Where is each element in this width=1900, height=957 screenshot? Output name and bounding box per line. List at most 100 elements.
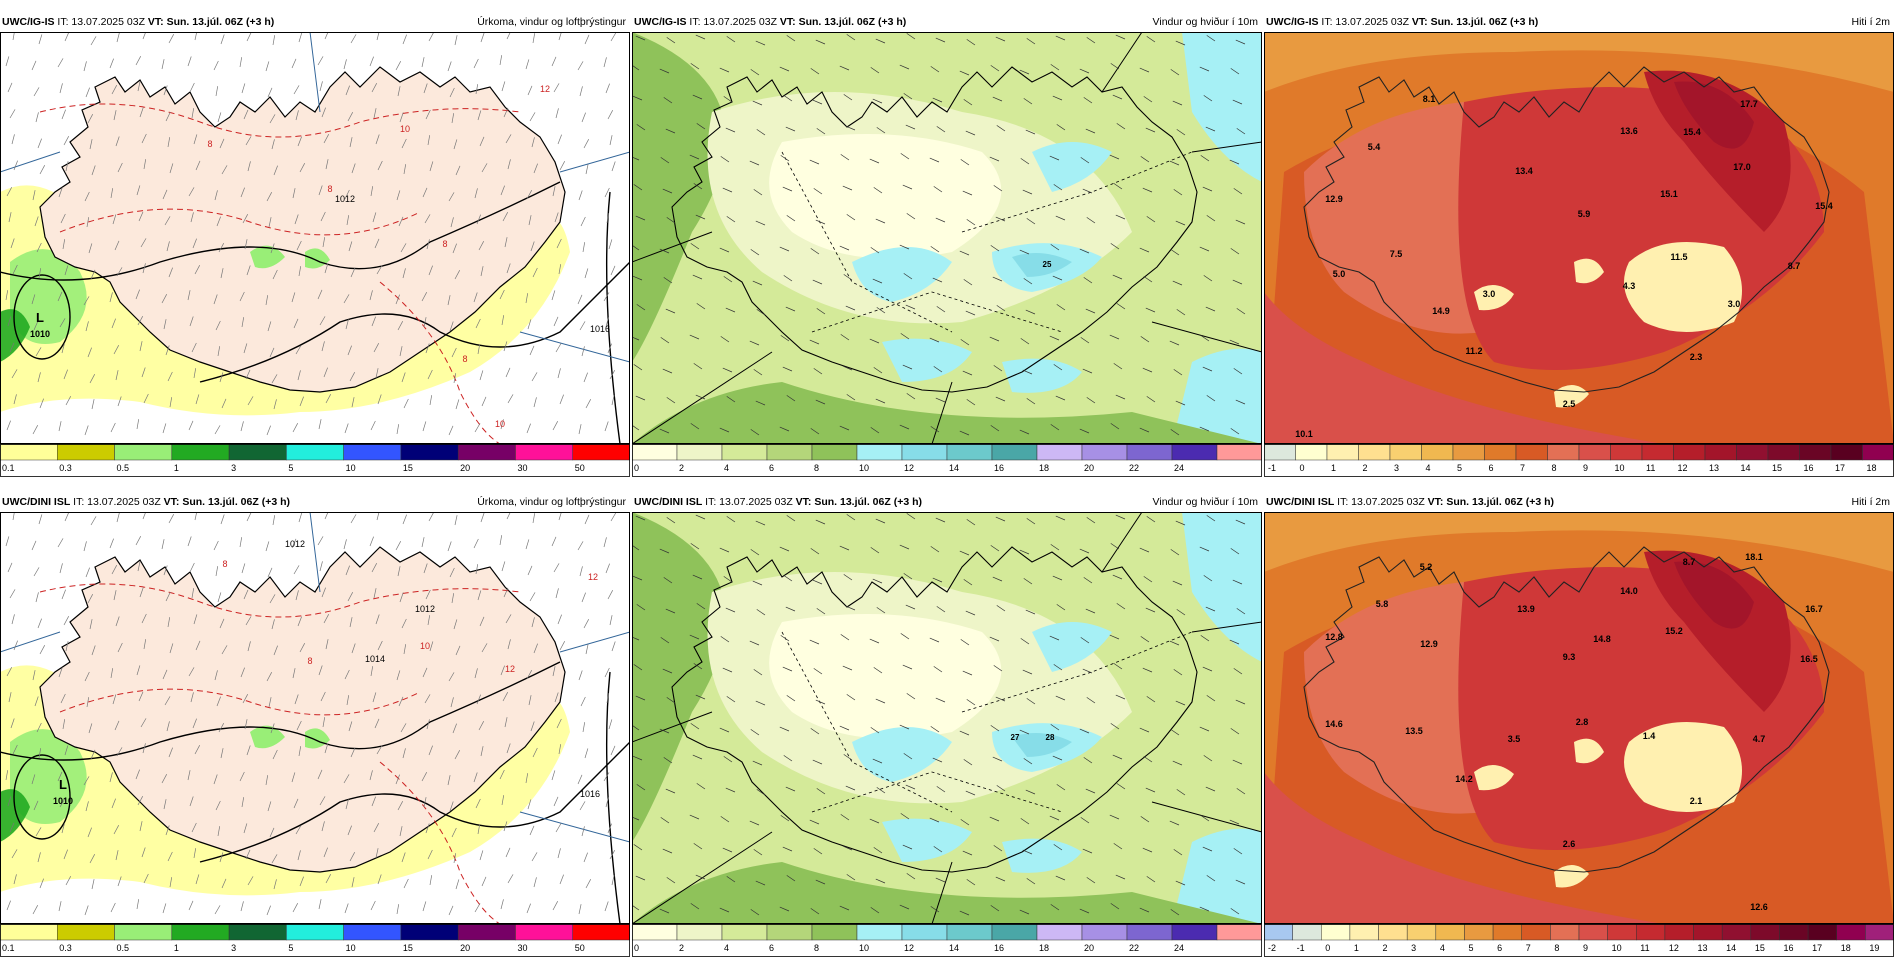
wind-arrow: [935, 517, 946, 523]
wind-arrow: [1053, 364, 1063, 371]
wind-arrow: [906, 693, 916, 700]
wind-arrow: [554, 692, 559, 703]
wind-arrow: [812, 759, 823, 765]
wind-arrow: [33, 320, 39, 331]
wind-arrow: [83, 296, 90, 306]
wind-arrow: [143, 639, 147, 650]
colorbar: 0.1 0.3 0.5 1 3 5 10 15 20 30 50: [0, 444, 630, 477]
wind-arrow: [610, 512, 617, 522]
wind-arrow: [268, 217, 272, 228]
wind-arrow: [373, 823, 380, 833]
wind-arrow: [1085, 788, 1096, 794]
wind-arrow: [632, 755, 643, 761]
colorbar-swatch: [114, 924, 173, 941]
map-area: 25: [632, 32, 1262, 444]
wind-arrow: [1052, 95, 1063, 101]
wind-arrow: [194, 32, 198, 41]
wind-arrow: [109, 538, 114, 549]
wind-arrow: [91, 165, 96, 176]
wind-arrow: [5, 770, 9, 781]
wind-arrow: [1205, 786, 1216, 792]
wind-arrow: [298, 266, 302, 277]
map-label: 16.5: [1800, 654, 1818, 664]
wind-arrow: [581, 346, 585, 357]
wind-arrow: [213, 294, 218, 305]
wind-arrow: [33, 87, 40, 97]
wind-arrow: [1146, 696, 1156, 703]
wind-arrow: [117, 162, 123, 173]
wind-arrow: [64, 512, 70, 522]
colorbar-swatch: [1750, 924, 1780, 941]
wind-arrow: [161, 539, 165, 550]
colorbar-label: 9: [1583, 463, 1588, 473]
wind-arrow: [474, 188, 478, 199]
wind-arrow: [1199, 426, 1210, 432]
wind-arrow: [1169, 340, 1180, 346]
wind-arrow: [610, 745, 616, 756]
wind-arrow: [932, 97, 943, 103]
wind-arrow: [692, 274, 703, 280]
colorbar-swatch: [991, 924, 1038, 941]
wind-arrow: [815, 219, 826, 225]
valid-time: VT: Sun. 13.júl. 06Z (+3 h): [779, 16, 907, 28]
wind-arrow: [872, 758, 883, 764]
colorbar-swatch: [901, 924, 948, 941]
wind-arrow: [507, 639, 511, 650]
wind-arrow: [474, 668, 478, 679]
wind-arrow: [9, 822, 15, 833]
map-frame: [632, 32, 1262, 444]
wind-arrow: [214, 190, 218, 201]
iceland-outline: [1303, 546, 1830, 873]
colorbar-swatch: [1799, 444, 1832, 461]
wind-arrow: [299, 163, 306, 173]
wind-arrow: [1026, 878, 1036, 885]
wind-arrow: [1109, 634, 1120, 640]
wind-arrow: [239, 291, 245, 302]
wind-arrow: [5, 290, 9, 301]
colorbar-label: 17: [1835, 463, 1845, 473]
wind-arrow: [936, 126, 946, 133]
wind-arrow: [33, 800, 39, 811]
wind-arrow: [663, 97, 673, 104]
wind-arrow: [933, 366, 943, 373]
wind-arrow: [343, 294, 350, 304]
wind-arrow: [996, 605, 1006, 612]
iceland-outline: [671, 546, 1198, 873]
wind-arrow: [965, 130, 976, 136]
map-label: 5.4: [1368, 142, 1381, 152]
wind-arrow: [930, 66, 940, 73]
wind-arrow: [292, 423, 299, 433]
wind-arrow: [1170, 729, 1180, 736]
wind-arrow: [343, 539, 347, 550]
wind-arrow: [1112, 274, 1123, 280]
wind-arrow: [663, 277, 673, 284]
map-frame: [1264, 512, 1894, 924]
wind-arrow: [577, 774, 583, 785]
wind-arrow: [373, 108, 377, 119]
wind-arrow: [191, 342, 197, 353]
wind-arrow: [8, 692, 12, 703]
wind-arrow: [396, 670, 401, 681]
wind-arrow: [401, 618, 407, 629]
wind-arrow: [749, 640, 760, 646]
wind-arrow: [609, 370, 616, 380]
wind-arrow: [481, 643, 488, 653]
colorbar-label: 50: [575, 463, 585, 473]
wind-arrow: [809, 639, 820, 645]
wind-arrow: [424, 214, 431, 224]
wind-arrow: [271, 619, 275, 630]
colorbar-label: 3: [231, 943, 236, 953]
wind-arrow: [1116, 603, 1126, 610]
panel-title: Vindur og hviður í 10m: [1152, 496, 1258, 508]
isobar: [199, 741, 630, 863]
wind-arrow: [636, 124, 646, 131]
colorbar-label: 10: [859, 943, 869, 953]
map-label: 3.0: [1483, 289, 1496, 299]
wind-arrow: [37, 372, 41, 383]
wind-arrow: [990, 65, 1000, 72]
colorbar-label: 17: [1812, 943, 1822, 953]
wind-band: [852, 247, 952, 302]
wind-arrow: [584, 748, 589, 759]
wind-arrow: [696, 303, 706, 310]
wind-arrow: [845, 125, 856, 131]
